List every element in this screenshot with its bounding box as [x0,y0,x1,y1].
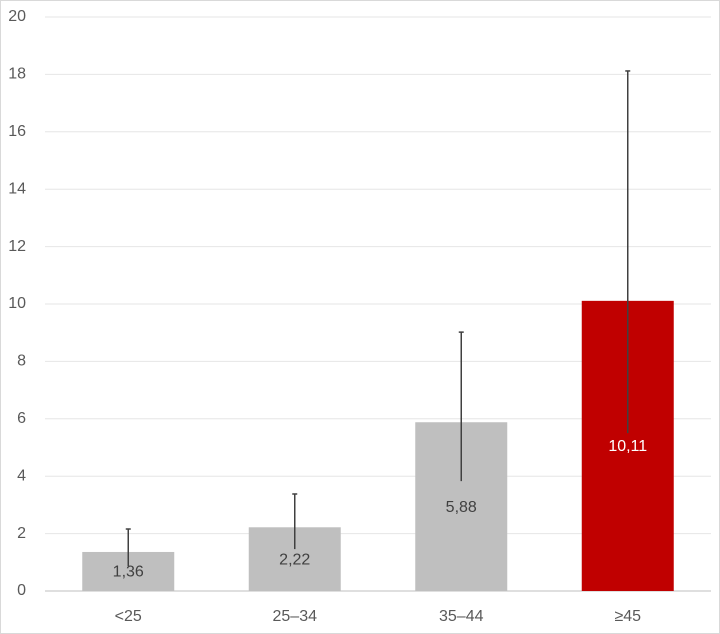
error-bar [625,70,631,434]
y-tick-label: 10 [8,295,26,312]
value-label: 5,88 [446,499,477,516]
x-tick-label: ≥45 [614,608,641,625]
y-tick-label: 20 [8,8,26,25]
x-tick-label: 35–44 [439,608,484,625]
y-tick-label: 16 [8,123,26,140]
y-tick-label: 6 [17,410,26,427]
y-tick-label: 18 [8,66,26,83]
y-tick-label: 4 [17,467,26,484]
value-label: 2,22 [279,551,310,568]
value-label: 1,36 [113,564,144,581]
value-label: 10,11 [608,438,647,455]
error-bar [125,528,131,567]
x-tick-label: 25–34 [273,608,318,625]
error-bar [458,331,464,482]
y-tick-label: 14 [8,180,26,197]
y-tick-label: 12 [8,238,26,255]
y-tick-label: 0 [17,582,26,599]
y-tick-label: 8 [17,353,26,370]
error-bar [292,493,298,550]
x-tick-label: <25 [115,608,142,625]
y-tick-label: 2 [17,525,26,542]
